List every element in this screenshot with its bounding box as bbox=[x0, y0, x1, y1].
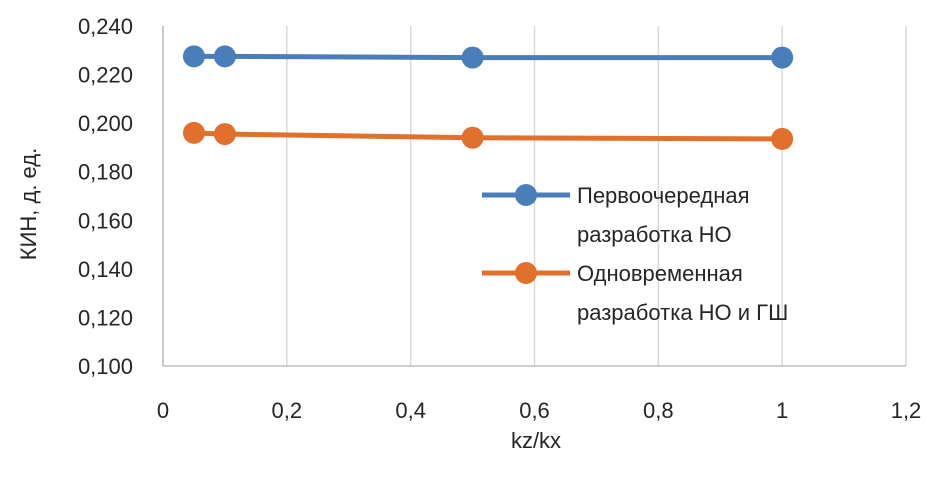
series-2 bbox=[182, 121, 794, 150]
data-point bbox=[771, 46, 794, 69]
series-line bbox=[193, 130, 783, 142]
legend-label: разработка НО и ГШ bbox=[577, 300, 788, 325]
legend-marker bbox=[515, 184, 537, 206]
y-tick-label: 0,160 bbox=[78, 208, 133, 233]
gridlines bbox=[162, 26, 907, 366]
x-tick-label: 0 bbox=[157, 398, 169, 423]
data-point bbox=[213, 123, 236, 146]
x-tick-label: 0,2 bbox=[272, 398, 303, 423]
y-tick-label: 0,200 bbox=[78, 111, 133, 136]
x-tick-label: 0,6 bbox=[519, 398, 550, 423]
y-tick-label: 0,220 bbox=[78, 63, 133, 88]
y-tick-label: 0,100 bbox=[78, 354, 133, 379]
y-tick-label: 0,240 bbox=[78, 14, 133, 39]
data-point bbox=[182, 45, 205, 68]
x-tick-label: 1 bbox=[776, 398, 788, 423]
series-line bbox=[193, 53, 783, 61]
legend-marker bbox=[515, 262, 537, 284]
data-point bbox=[213, 45, 236, 68]
axes: 0 0,2 0,4 0,6 0,8 1 1,2 0,100 0,120 0,140 0,160 0,1… bbox=[78, 14, 921, 423]
x-tick-label: 0,8 bbox=[643, 398, 674, 423]
x-axis-title: kz/kx bbox=[511, 428, 561, 453]
y-tick-label: 0,120 bbox=[78, 305, 133, 330]
legend-label: разработка НО bbox=[577, 222, 732, 247]
legend-item-1: Первоочередная разработка НО bbox=[482, 183, 750, 247]
legend: Первоочередная разработка НО Одновременная… bbox=[482, 183, 788, 325]
y-axis-title: КИН, д. ед. bbox=[16, 148, 41, 261]
data-point bbox=[182, 121, 205, 144]
legend-label: Одновременная bbox=[577, 261, 743, 286]
x-tick-label: 0,4 bbox=[395, 398, 426, 423]
y-tick-label: 0,140 bbox=[78, 257, 133, 282]
legend-item-2: Одновременная разработка НО и ГШ bbox=[482, 261, 788, 325]
data-point bbox=[461, 126, 484, 149]
series bbox=[182, 45, 794, 150]
series-1 bbox=[182, 45, 794, 69]
x-tick-label: 1,2 bbox=[891, 398, 922, 423]
data-point bbox=[771, 127, 794, 150]
data-point bbox=[461, 46, 484, 69]
legend-label: Первоочередная bbox=[577, 183, 750, 208]
y-tick-label: 0,180 bbox=[78, 160, 133, 185]
